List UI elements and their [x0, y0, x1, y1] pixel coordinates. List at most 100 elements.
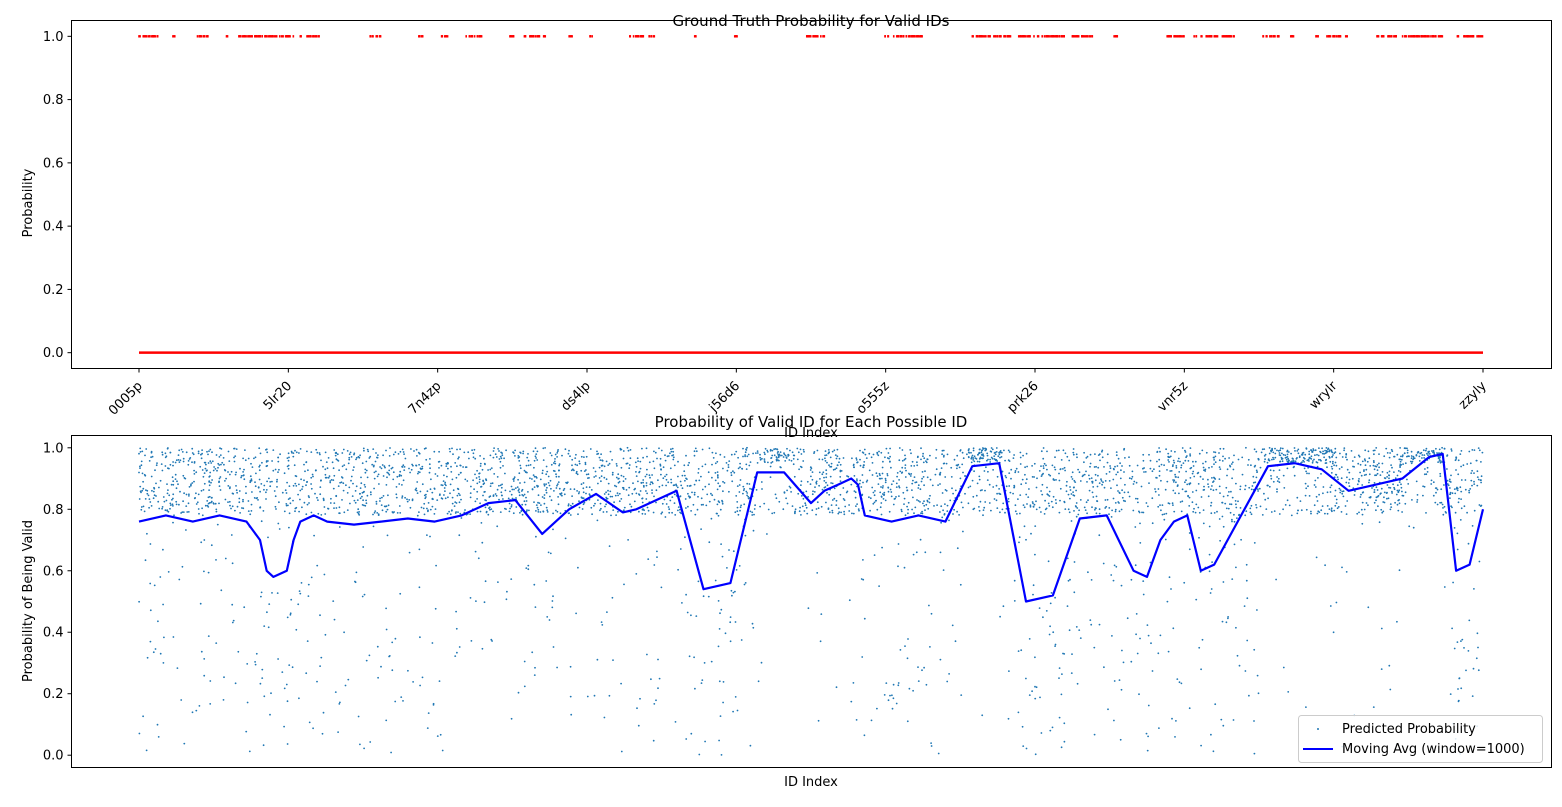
- predicted-point: [905, 486, 908, 489]
- ground-truth-point: [251, 35, 253, 38]
- predicted-point: [944, 476, 947, 478]
- predicted-point: [1121, 496, 1124, 499]
- predicted-point: [1316, 500, 1319, 502]
- predicted-point: [941, 492, 944, 494]
- predicted-point: [1077, 513, 1080, 516]
- ground-truth-point: [1061, 35, 1063, 38]
- ground-truth-point: [226, 35, 228, 38]
- predicted-point: [861, 656, 864, 658]
- predicted-point: [959, 583, 962, 586]
- predicted-point: [199, 602, 202, 605]
- ground-truth-point: [1036, 35, 1039, 38]
- predicted-point: [889, 447, 891, 450]
- predicted-point: [806, 480, 809, 483]
- predicted-point: [554, 453, 557, 456]
- predicted-point: [233, 456, 235, 459]
- predicted-point: [1201, 449, 1204, 452]
- predicted-point: [930, 742, 932, 744]
- predicted-point: [474, 473, 476, 476]
- predicted-point: [720, 754, 723, 756]
- predicted-point: [939, 471, 942, 474]
- ground-truth-point: [1020, 35, 1023, 38]
- predicted-point: [403, 469, 406, 471]
- predicted-point: [1478, 560, 1481, 563]
- ground-truth-point: [1208, 35, 1211, 38]
- predicted-point: [378, 483, 380, 485]
- predicted-point: [823, 480, 826, 482]
- predicted-point: [1314, 479, 1317, 482]
- predicted-point: [1210, 488, 1212, 491]
- predicted-point: [1147, 634, 1150, 637]
- predicted-point: [1025, 538, 1027, 541]
- predicted-point: [829, 456, 832, 459]
- ground-truth-point: [1387, 35, 1389, 38]
- predicted-point: [1168, 461, 1170, 463]
- predicted-point: [751, 514, 754, 516]
- predicted-point: [745, 490, 748, 493]
- predicted-point: [694, 513, 697, 516]
- predicted-point: [842, 457, 845, 459]
- predicted-point: [873, 494, 876, 497]
- ground-truth-point: [375, 35, 378, 38]
- predicted-point: [1231, 520, 1233, 523]
- predicted-point: [672, 484, 675, 487]
- predicted-point: [1110, 516, 1113, 518]
- predicted-point: [1096, 485, 1099, 488]
- predicted-point: [622, 450, 625, 452]
- predicted-point: [437, 461, 440, 463]
- predicted-point: [517, 455, 520, 457]
- predicted-point: [208, 489, 211, 491]
- predicted-point: [1435, 487, 1438, 489]
- predicted-point: [1015, 467, 1018, 470]
- predicted-point: [210, 462, 213, 464]
- predicted-point: [1252, 481, 1255, 484]
- predicted-point: [999, 615, 1001, 618]
- ground-truth-point: [246, 35, 248, 38]
- predicted-point: [1158, 727, 1160, 729]
- predicted-point: [1310, 449, 1312, 451]
- predicted-point: [784, 454, 787, 457]
- predicted-point: [966, 453, 968, 456]
- predicted-point: [988, 502, 991, 504]
- predicted-point: [898, 495, 900, 497]
- predicted-point: [1465, 669, 1467, 672]
- ground-truth-cluster: [628, 35, 640, 38]
- predicted-point: [882, 485, 884, 487]
- predicted-point: [177, 483, 179, 486]
- predicted-point: [285, 503, 288, 505]
- predicted-point: [1426, 466, 1429, 469]
- predicted-point: [967, 502, 970, 505]
- predicted-point: [1334, 489, 1337, 492]
- predicted-point: [1454, 492, 1457, 495]
- ground-truth-point: [1277, 35, 1279, 38]
- predicted-point: [1167, 650, 1170, 653]
- predicted-point: [1215, 488, 1218, 491]
- predicted-point: [1276, 476, 1278, 478]
- predicted-point: [1238, 513, 1241, 516]
- predicted-point: [1198, 511, 1201, 514]
- predicted-point: [1063, 466, 1066, 469]
- predicted-point: [609, 490, 612, 493]
- predicted-point: [789, 449, 791, 452]
- predicted-point: [509, 490, 511, 493]
- predicted-point: [152, 490, 155, 493]
- predicted-point: [914, 506, 917, 509]
- predicted-point: [1090, 623, 1093, 626]
- predicted-point: [1480, 481, 1482, 484]
- predicted-point: [707, 595, 710, 598]
- predicted-point: [633, 500, 636, 503]
- predicted-point: [991, 448, 994, 451]
- predicted-point: [351, 495, 354, 497]
- predicted-point: [362, 491, 365, 494]
- predicted-point: [1396, 474, 1399, 477]
- predicted-point: [904, 514, 907, 517]
- predicted-point: [729, 640, 732, 643]
- predicted-point: [1036, 477, 1038, 480]
- ground-truth-point: [996, 35, 999, 38]
- predicted-point: [671, 496, 674, 498]
- predicted-point: [567, 503, 570, 505]
- predicted-point: [1158, 494, 1160, 496]
- predicted-point: [1334, 447, 1337, 450]
- y-tick-label: 1.0: [43, 441, 64, 456]
- predicted-point: [755, 489, 758, 491]
